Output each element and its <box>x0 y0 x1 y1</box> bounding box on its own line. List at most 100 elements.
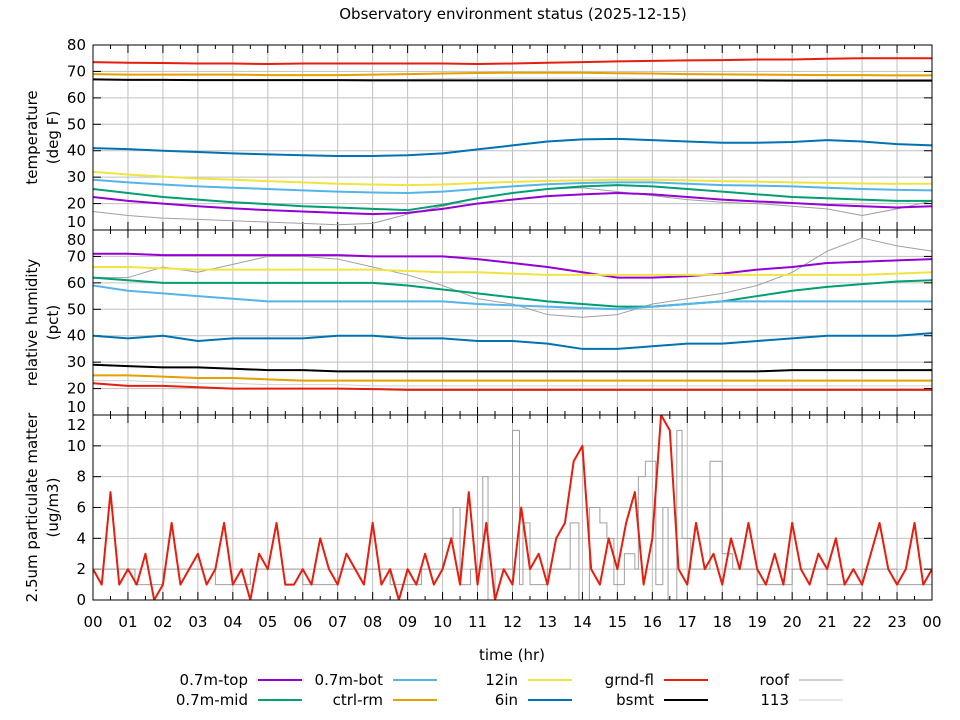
legend-label: roof <box>760 671 790 689</box>
y-tick-label: 30 <box>67 353 86 371</box>
x-tick-label: 00 <box>83 613 102 631</box>
series-line-roof <box>93 237 932 318</box>
series-line-113 <box>93 380 932 387</box>
x-tick-label: 19 <box>748 613 767 631</box>
y-axis-label: (ug/m3) <box>44 478 62 538</box>
series-line-12in <box>93 266 932 276</box>
y-tick-label: 50 <box>67 115 86 133</box>
x-tick-label: 21 <box>818 613 837 631</box>
y-axis-label: (pct) <box>44 305 62 340</box>
y-axis-label: relative humidity <box>23 259 41 387</box>
x-tick-label: 05 <box>258 613 277 631</box>
panel-frame <box>92 414 933 601</box>
y-tick-label: 10 <box>67 437 86 455</box>
x-tick-label: 16 <box>643 613 662 631</box>
legend-label: ctrl-rm <box>333 691 383 709</box>
series-line-0.7m-bot <box>93 178 932 194</box>
legend-entry-0.7m-top: 0.7m-top <box>180 671 302 689</box>
y-tick-label: 2 <box>76 560 86 578</box>
y-tick-label: 10 <box>67 398 86 416</box>
legend: 0.7m-top 0.7m-mid 0.7m-bot ctrl-rm 12in 6in gr… <box>176 671 843 709</box>
legend-entry-roof: roof <box>760 671 843 689</box>
legend-entry-bsmt: bsmt <box>616 691 708 709</box>
x-tick-label: 00 <box>922 613 941 631</box>
legend-entry-113: 113 <box>760 691 843 709</box>
y-tick-label: 60 <box>67 89 86 107</box>
series-line-0.7m-mid <box>93 184 932 212</box>
x-tick-label: 10 <box>433 613 452 631</box>
x-tick-label: 18 <box>713 613 732 631</box>
series-line-6in <box>93 332 932 350</box>
y-tick-label: 70 <box>67 247 86 265</box>
y-tick-label: 50 <box>67 300 86 318</box>
x-tick-label: 03 <box>188 613 207 631</box>
legend-label: grnd-fl <box>605 671 654 689</box>
legend-label: 113 <box>760 691 789 709</box>
y-tick-label: 0 <box>76 591 86 609</box>
x-tick-label: 23 <box>887 613 906 631</box>
series-line-grnd-fl <box>93 415 932 600</box>
y-tick-label: 20 <box>67 195 86 213</box>
series-line-bsmt <box>93 78 932 82</box>
x-tick-label: 01 <box>118 613 137 631</box>
x-tick-label: 13 <box>538 613 557 631</box>
x-tick-label: 07 <box>328 613 347 631</box>
x-tick-label: 20 <box>783 613 802 631</box>
legend-entry-6in: 6in <box>495 691 572 709</box>
x-tick-label: 15 <box>608 613 627 631</box>
legend-label: 12in <box>485 671 518 689</box>
y-tick-label: 30 <box>67 168 86 186</box>
x-tick-label: 17 <box>678 613 697 631</box>
series-line-bsmt <box>93 363 932 373</box>
series-line-0.7m-mid <box>93 276 932 308</box>
x-tick-label: 12 <box>503 613 522 631</box>
series-line-ctrl-rm <box>93 374 932 382</box>
legend-entry-0.7m-bot: 0.7m-bot <box>315 671 437 689</box>
x-tick-label: 04 <box>223 613 242 631</box>
y-tick-label: 60 <box>67 274 86 292</box>
series-line-6in <box>93 137 932 157</box>
y-tick-label: 20 <box>67 380 86 398</box>
x-axis: 00 01 02 03 04 05 06 07 08 09 10 11 12 13 14 15 16 17 18 19… <box>83 613 941 631</box>
legend-entry-ctrl-rm: ctrl-rm <box>333 691 437 709</box>
legend-entry-0.7m-mid: 0.7m-mid <box>176 691 302 709</box>
x-tick-label: 06 <box>293 613 312 631</box>
y-tick-label: 4 <box>76 529 86 547</box>
y-tick-label: 70 <box>67 62 86 80</box>
y-tick-label: 10 <box>67 213 86 231</box>
chart-title: Observatory environment status (2025-12-… <box>339 5 687 23</box>
legend-label: 0.7m-mid <box>176 691 248 709</box>
series-line-0.7m-bot <box>93 284 932 311</box>
series-line-grnd-fl <box>93 57 932 66</box>
x-axis-label: time (hr) <box>479 646 545 664</box>
legend-label: bsmt <box>616 691 654 709</box>
series-line-12in <box>93 170 932 187</box>
legend-label: 0.7m-top <box>180 671 248 689</box>
series-line-0.7m-top <box>93 192 932 216</box>
y-tick-label: 12 <box>67 416 86 434</box>
legend-entry-grnd-fl: grnd-fl <box>605 671 708 689</box>
x-tick-label: 22 <box>853 613 872 631</box>
panel-2: 0 2 4 6 8 10 12 2.5um particulate matter (ug/m3) <box>23 412 933 609</box>
x-tick-label: 02 <box>153 613 172 631</box>
legend-label: 0.7m-bot <box>315 671 384 689</box>
y-tick-label: 80 <box>67 231 86 249</box>
x-tick-label: 08 <box>363 613 382 631</box>
y-axis-label: temperature <box>23 90 41 184</box>
series-line-grnd-fl <box>93 382 932 391</box>
x-tick-label: 09 <box>398 613 417 631</box>
y-tick-label: 80 <box>67 36 86 54</box>
y-tick-label: 6 <box>76 499 86 517</box>
legend-entry-12in: 12in <box>485 671 572 689</box>
y-axis-label: (deg F) <box>44 111 62 164</box>
y-axis-label: 2.5um particulate matter <box>23 412 41 602</box>
x-tick-label: 14 <box>573 613 592 631</box>
y-tick-label: 40 <box>67 142 86 160</box>
legend-label: 6in <box>495 691 518 709</box>
y-tick-label: 8 <box>76 468 86 486</box>
x-tick-label: 11 <box>468 613 487 631</box>
